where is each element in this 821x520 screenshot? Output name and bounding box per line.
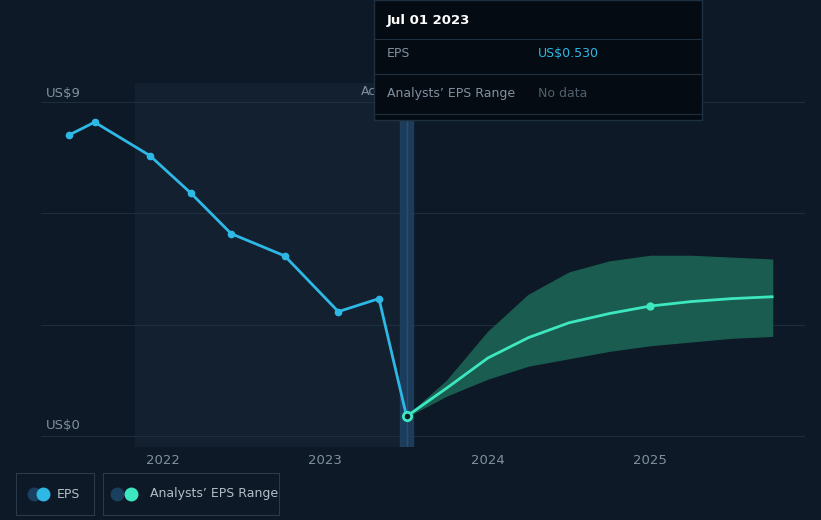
Bar [135, 83, 406, 447]
Text: EPS: EPS [387, 47, 410, 60]
Text: EPS: EPS [57, 488, 80, 500]
Bar [400, 83, 413, 447]
Text: Actual: Actual [360, 85, 400, 98]
Text: No data: No data [538, 87, 587, 100]
Text: US$0.530: US$0.530 [538, 47, 599, 60]
Text: US$0: US$0 [46, 419, 80, 432]
Text: Analysts’ EPS Range: Analysts’ EPS Range [150, 488, 278, 500]
Text: US$9: US$9 [46, 87, 80, 100]
Text: Jul 01 2023: Jul 01 2023 [387, 15, 470, 28]
Text: Analysts Forecasts: Analysts Forecasts [413, 85, 530, 98]
Text: Analysts’ EPS Range: Analysts’ EPS Range [387, 87, 515, 100]
